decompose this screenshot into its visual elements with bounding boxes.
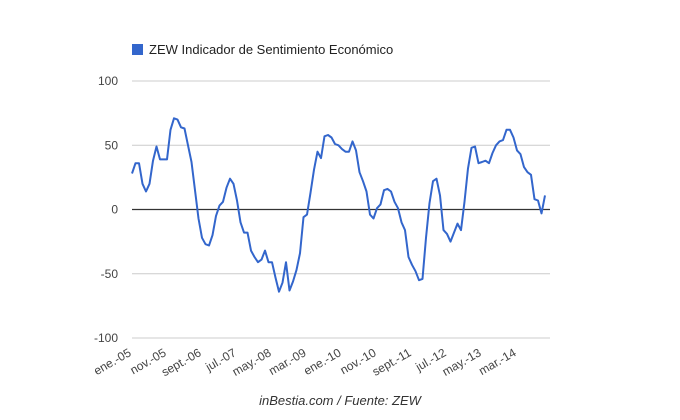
x-tick-label: may.-08 xyxy=(230,345,274,379)
legend-label: ZEW Indicador de Sentimiento Económico xyxy=(149,42,393,57)
x-tick-label: mar.-09 xyxy=(266,345,309,378)
y-tick-label: 0 xyxy=(111,203,118,217)
x-tick-label: sept.-11 xyxy=(370,345,414,379)
y-tick-label: -100 xyxy=(94,331,118,345)
x-tick-label: mar.-14 xyxy=(476,345,519,378)
y-axis-ticks: 100 50 0 -50 -100 xyxy=(94,74,118,345)
series-group xyxy=(131,117,546,293)
y-tick-label: 100 xyxy=(98,74,118,88)
legend: ZEW Indicador de Sentimiento Económico xyxy=(132,42,393,57)
x-tick-label: sept.-06 xyxy=(159,345,204,379)
gridlines xyxy=(132,80,550,339)
y-tick-label: 50 xyxy=(105,138,119,152)
x-tick-label: may.-13 xyxy=(440,345,484,379)
x-tick-label: ene.-10 xyxy=(301,345,344,378)
series-line xyxy=(131,117,546,293)
legend-swatch xyxy=(132,44,143,55)
source-caption: inBestia.com / Fuente: ZEW xyxy=(259,393,421,408)
y-tick-label: -50 xyxy=(101,267,119,281)
x-tick-label: ene.-05 xyxy=(91,345,134,378)
